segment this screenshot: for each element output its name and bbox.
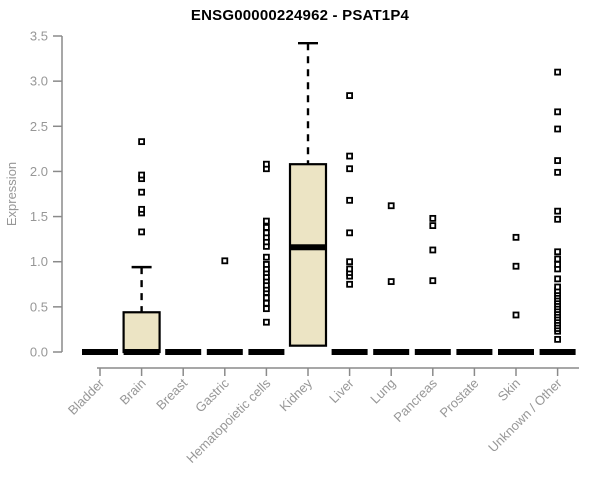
outlier-point-hematopoietic-cells [262, 294, 270, 302]
outlier-point-hematopoietic-cells [262, 224, 270, 231]
outlier-point-liver [346, 165, 354, 173]
outlier-point-unknown-other [554, 335, 561, 343]
x-category-label-lung: Lung [367, 376, 398, 407]
median-line-breast [165, 349, 202, 355]
outlier-point-hematopoietic-cells [262, 305, 270, 313]
x-category-label-skin: Skin [495, 376, 523, 404]
y-tick-label: 2.5 [30, 119, 48, 134]
outlier-point-lung [387, 278, 395, 285]
outlier-point-hematopoietic-cells [262, 261, 270, 268]
outlier-point-skin [512, 262, 520, 270]
box-brain [122, 311, 161, 354]
x-category-label-liver: Liver [326, 375, 357, 406]
y-axis-title: Expression [4, 162, 19, 226]
median-line-pancreas [414, 349, 451, 355]
median-line-kidney [290, 244, 326, 251]
x-category-label-bladder: Bladder [65, 375, 108, 418]
outlier-point-unknown-other [554, 255, 561, 263]
outlier-point-unknown-other [554, 157, 561, 164]
x-category-label-pancreas: Pancreas [390, 375, 440, 425]
median-line-liver [331, 349, 368, 355]
outlier-point-pancreas [429, 277, 437, 285]
outlier-point-liver [346, 196, 354, 204]
outlier-point-pancreas [429, 246, 437, 254]
median-line-skin [498, 349, 534, 355]
median-line-unknown-other [539, 349, 576, 355]
outlier-point-liver [346, 152, 354, 160]
outlier-point-brain [138, 188, 146, 196]
outlier-point-pancreas [429, 214, 437, 222]
outlier-point-unknown-other [554, 275, 561, 283]
outlier-point-brain [138, 205, 146, 213]
y-tick-label: 2.0 [30, 164, 48, 179]
median-line-lung [373, 349, 410, 355]
x-category-label-breast: Breast [153, 375, 190, 412]
y-tick-label: 3.0 [30, 74, 48, 89]
outlier-point-lung [387, 202, 395, 210]
outlier-point-liver [346, 265, 354, 273]
chart-title: ENSG00000224962 - PSAT1P4 [190, 7, 410, 24]
outlier-point-unknown-other [554, 108, 561, 116]
outlier-point-hematopoietic-cells [262, 318, 270, 326]
outlier-point-liver [346, 92, 354, 99]
y-tick-label: 1.5 [30, 209, 48, 224]
outlier-point-liver [346, 280, 354, 288]
x-category-label-prostate: Prostate [437, 376, 482, 421]
outlier-point-brain [138, 228, 146, 236]
y-tick-label: 0.5 [30, 299, 48, 314]
outlier-point-hematopoietic-cells [262, 229, 270, 237]
outlier-point-liver [346, 229, 354, 237]
outlier-point-brain [138, 138, 146, 146]
outlier-point-unknown-other [554, 283, 561, 291]
outlier-point-unknown-other [554, 215, 561, 223]
median-line-brain [123, 349, 160, 355]
outlier-point-hematopoietic-cells [262, 217, 270, 225]
outlier-point-unknown-other [554, 68, 561, 76]
x-category-label-kidney: Kidney [276, 375, 315, 414]
outlier-point-hematopoietic-cells [262, 299, 270, 307]
median-line-prostate [456, 349, 493, 355]
outlier-point-pancreas [429, 222, 437, 230]
median-line-hematopoietic-cells [248, 349, 285, 355]
y-tick-label: 1.0 [30, 254, 48, 269]
outlier-point-unknown-other [554, 168, 561, 176]
outlier-point-liver [346, 258, 354, 266]
y-tick-label: 0.0 [30, 345, 48, 360]
outlier-point-unknown-other [554, 207, 561, 215]
outlier-point-unknown-other [554, 248, 561, 256]
outlier-point-unknown-other [554, 125, 561, 133]
x-category-label-gastric: Gastric [192, 375, 232, 415]
x-category-label-brain: Brain [117, 376, 149, 408]
median-line-bladder [82, 349, 118, 355]
outlier-point-gastric [221, 257, 229, 265]
median-line-gastric [206, 349, 243, 355]
box-kidney [288, 163, 328, 347]
outlier-point-hematopoietic-cells [262, 253, 270, 261]
x-category-label-unknown-other: Unknown / Other [485, 375, 565, 455]
outlier-point-hematopoietic-cells [262, 160, 270, 168]
outlier-point-skin [512, 233, 520, 241]
outlier-point-unknown-other [554, 261, 561, 268]
outlier-point-skin [512, 311, 520, 319]
outlier-point-brain [138, 171, 146, 179]
y-tick-label: 3.5 [30, 29, 48, 44]
